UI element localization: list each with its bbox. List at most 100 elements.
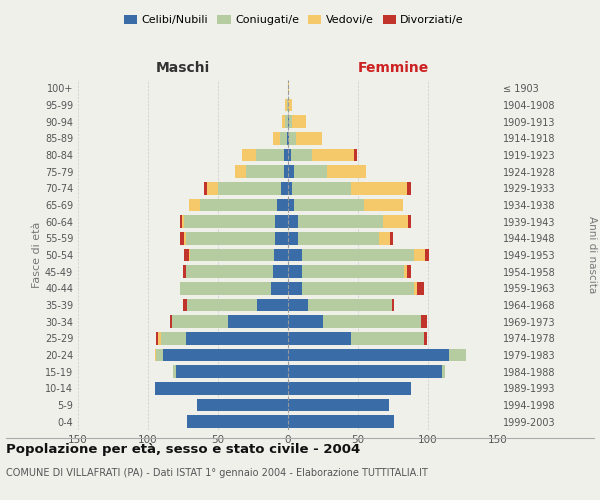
Bar (414, 248, 425, 261)
Bar (417, 282, 424, 294)
Bar (155, 382, 288, 394)
Bar (288, 366, 442, 378)
Bar (180, 216, 182, 228)
Bar (288, 82, 289, 94)
Bar (288, 232, 298, 244)
Bar (271, 282, 288, 294)
Y-axis label: Fasce di età: Fasce di età (32, 222, 42, 288)
Text: Maschi: Maschi (156, 61, 210, 75)
Bar (188, 248, 190, 261)
Bar (188, 198, 200, 211)
Bar (289, 132, 296, 144)
Bar (288, 416, 394, 428)
Bar (308, 298, 392, 311)
Bar (155, 349, 157, 361)
Bar (288, 382, 411, 394)
Bar (288, 248, 302, 261)
Bar (364, 198, 403, 211)
Bar (404, 266, 407, 278)
Bar (256, 149, 284, 161)
Bar (284, 166, 288, 178)
Bar (449, 349, 466, 361)
Bar (183, 266, 186, 278)
Text: Anni di nascita: Anni di nascita (587, 216, 597, 294)
Bar (172, 316, 228, 328)
Bar (277, 198, 288, 211)
Bar (327, 166, 367, 178)
Bar (287, 99, 288, 112)
Bar (351, 332, 424, 344)
Legend: Celibi/Nubili, Coniugati/e, Vedovi/e, Divorziati/e: Celibi/Nubili, Coniugati/e, Vedovi/e, Di… (119, 10, 469, 30)
Bar (182, 216, 184, 228)
Bar (379, 232, 390, 244)
Bar (200, 198, 277, 211)
Bar (173, 366, 176, 378)
Text: COMUNE DI VILLAFRATI (PA) - Dati ISTAT 1° gennaio 2004 - Elaborazione TUTTITALIA: COMUNE DI VILLAFRATI (PA) - Dati ISTAT 1… (6, 468, 428, 477)
Bar (283, 116, 285, 128)
Bar (288, 182, 292, 194)
Bar (383, 216, 409, 228)
Bar (218, 182, 281, 194)
Bar (288, 99, 292, 112)
Bar (351, 182, 407, 194)
Bar (288, 266, 302, 278)
Bar (302, 282, 414, 294)
Bar (285, 116, 288, 128)
Bar (421, 316, 427, 328)
Bar (186, 266, 272, 278)
Bar (424, 332, 427, 344)
Bar (288, 282, 302, 294)
Bar (246, 166, 284, 178)
Bar (409, 216, 411, 228)
Bar (288, 166, 293, 178)
Bar (285, 99, 287, 112)
Bar (180, 282, 271, 294)
Bar (302, 266, 404, 278)
Bar (296, 132, 322, 144)
Bar (288, 216, 298, 228)
Bar (235, 166, 246, 178)
Bar (204, 182, 207, 194)
Bar (272, 266, 288, 278)
Bar (281, 182, 288, 194)
Bar (289, 116, 292, 128)
Bar (312, 149, 354, 161)
Bar (293, 198, 364, 211)
Bar (288, 132, 289, 144)
Bar (186, 332, 288, 344)
Bar (298, 216, 383, 228)
Bar (302, 248, 414, 261)
Bar (354, 149, 356, 161)
Text: Femmine: Femmine (358, 61, 428, 75)
Bar (288, 298, 308, 311)
Bar (187, 298, 257, 311)
Bar (442, 366, 445, 378)
Bar (158, 332, 161, 344)
Bar (407, 266, 411, 278)
Bar (323, 316, 421, 328)
Bar (180, 232, 184, 244)
Bar (284, 149, 288, 161)
Bar (287, 132, 288, 144)
Bar (425, 248, 430, 261)
Bar (298, 232, 379, 244)
Bar (197, 399, 288, 411)
Bar (293, 166, 327, 178)
Bar (291, 149, 312, 161)
Bar (414, 282, 417, 294)
Bar (176, 366, 288, 378)
Bar (392, 298, 394, 311)
Bar (161, 332, 186, 344)
Bar (183, 298, 187, 311)
Bar (187, 416, 288, 428)
Bar (390, 232, 393, 244)
Bar (288, 116, 289, 128)
Bar (186, 232, 275, 244)
Text: Popolazione per età, sesso e stato civile - 2004: Popolazione per età, sesso e stato civil… (6, 442, 360, 456)
Bar (163, 349, 288, 361)
Bar (288, 332, 351, 344)
Bar (274, 248, 288, 261)
Bar (275, 232, 288, 244)
Bar (288, 198, 293, 211)
Bar (288, 149, 291, 161)
